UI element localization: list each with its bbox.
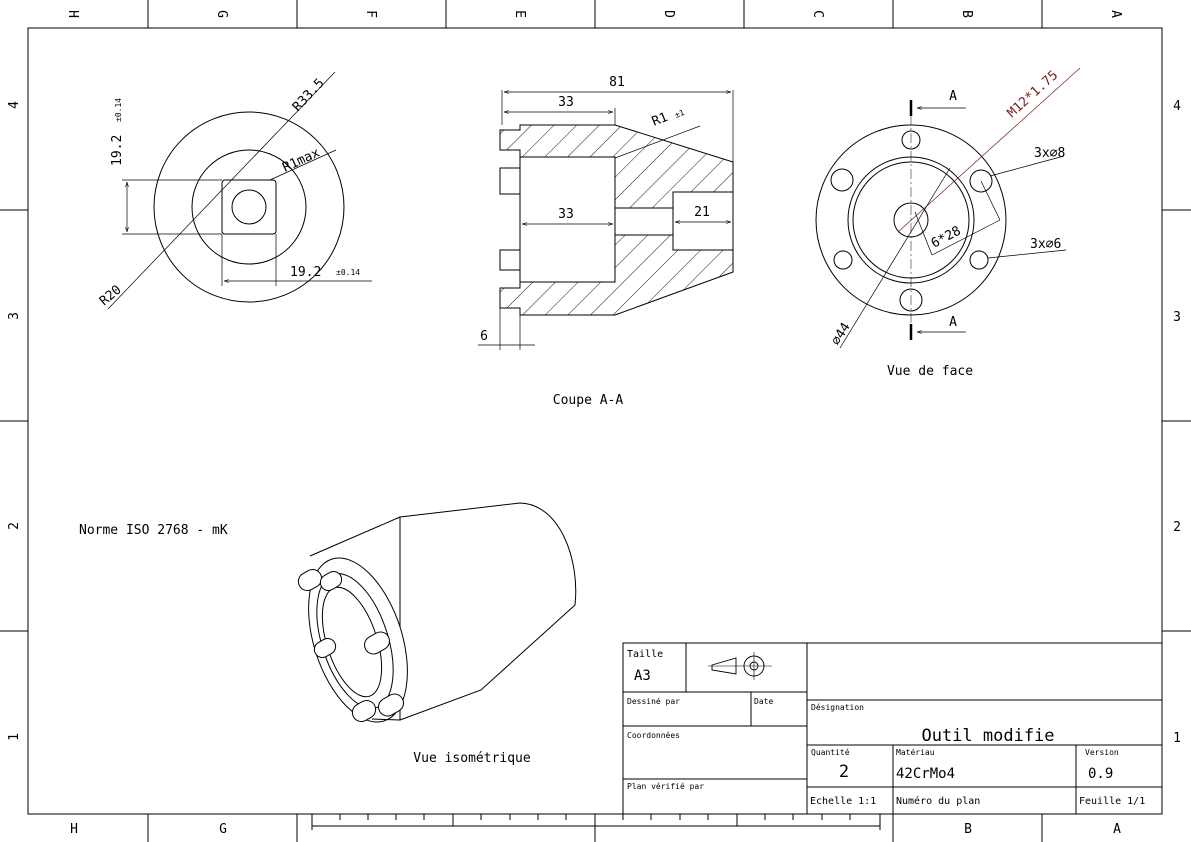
col-label-bottom: B bbox=[964, 822, 972, 837]
col-label-top: G bbox=[214, 10, 229, 18]
zone-labels: H G F E D C B A H G B A 4 3 2 1 4 3 2 1 bbox=[7, 10, 1181, 837]
materiau-label: Matériau bbox=[896, 747, 935, 757]
dim-vertical-19-2: 19.2 bbox=[110, 135, 125, 166]
dim-top-33: 33 bbox=[558, 95, 574, 110]
dim-r20: R20 bbox=[97, 282, 125, 309]
verifie-label: Plan vérifié par bbox=[627, 781, 704, 791]
designation-label: Désignation bbox=[811, 702, 864, 712]
col-label-bottom: H bbox=[70, 822, 78, 837]
row-label-left: 1 bbox=[7, 733, 22, 741]
end-view-dims: R33.5 R1max R20 19.2 ±0.14 19.2 ±0.14 bbox=[97, 76, 360, 309]
col-label-top: H bbox=[65, 10, 80, 18]
feuille-label: Feuille 1/1 bbox=[1079, 796, 1145, 807]
dim-overall-81: 81 bbox=[609, 75, 625, 90]
front-view-label: Vue de face bbox=[887, 364, 973, 379]
col-label-top: E bbox=[512, 10, 527, 18]
row-label-right: 4 bbox=[1173, 99, 1181, 114]
col-label-top: D bbox=[661, 10, 676, 18]
dim-horizontal-19-2: 19.2 bbox=[290, 265, 321, 280]
materiau-value: 42CrMo4 bbox=[896, 766, 955, 782]
row-label-left: 4 bbox=[7, 101, 22, 109]
taille-label: Taille bbox=[627, 649, 663, 660]
section-view bbox=[478, 90, 734, 350]
designation-value: Outil modifie bbox=[921, 726, 1054, 746]
dim-holes-8: 3x⌀8 bbox=[1034, 146, 1065, 161]
quantite-value: 2 bbox=[839, 762, 849, 782]
section-view-label: Coupe A-A bbox=[553, 393, 624, 408]
taille-value: A3 bbox=[634, 668, 651, 684]
dim-r1max: R1max bbox=[280, 145, 322, 175]
row-label-left: 2 bbox=[7, 522, 22, 530]
isometric-view-label: Vue isométrique bbox=[413, 751, 531, 766]
dim-fillet-r1: R1 bbox=[650, 110, 670, 130]
dim-vertical-tol: ±0.14 bbox=[114, 98, 123, 122]
col-label-top: C bbox=[810, 10, 825, 18]
section-mark-top: A bbox=[949, 89, 957, 104]
front-view bbox=[815, 67, 1081, 349]
dim-holes-6: 3x⌀6 bbox=[1030, 237, 1061, 252]
dim-thread: M12*1.75 bbox=[1005, 68, 1062, 121]
isometric-view bbox=[297, 502, 577, 723]
row-label-right: 3 bbox=[1173, 310, 1181, 325]
section-mark-bottom: A bbox=[949, 315, 957, 330]
dim-r33-5: R33.5 bbox=[290, 76, 328, 115]
dim-fillet-tol: ±1 bbox=[673, 108, 685, 120]
end-view bbox=[107, 71, 372, 310]
version-value: 0.9 bbox=[1088, 766, 1113, 782]
title-block-text: Taille A3 Dessiné par Date Coordonnées P… bbox=[627, 649, 1145, 807]
dim-pin-6: 6 bbox=[480, 329, 488, 344]
version-label: Version bbox=[1085, 748, 1119, 757]
echelle-label: Echelle 1:1 bbox=[810, 796, 876, 807]
front-view-dims: A A M12*1.75 3x⌀8 3x⌀6 6*28 ⌀44 bbox=[829, 68, 1066, 348]
col-label-top: F bbox=[363, 10, 378, 18]
title-block bbox=[622, 642, 1163, 815]
col-label-bottom: G bbox=[219, 822, 227, 837]
section-dims: 81 33 33 21 R1 ±1 6 bbox=[480, 75, 710, 344]
dim-inner-33: 33 bbox=[558, 207, 574, 222]
dim-outer-dia: ⌀44 bbox=[829, 320, 854, 348]
date-label: Date bbox=[754, 697, 773, 706]
numero-label: Numéro du plan bbox=[896, 795, 980, 807]
dim-bore-21: 21 bbox=[694, 205, 710, 220]
row-label-right: 1 bbox=[1173, 731, 1181, 746]
dim-horizontal-tol: ±0.14 bbox=[336, 268, 360, 277]
col-label-bottom: A bbox=[1113, 822, 1121, 837]
row-label-right: 2 bbox=[1173, 520, 1181, 535]
coordonnees-label: Coordonnées bbox=[627, 730, 680, 740]
dessine-label: Dessiné par bbox=[627, 696, 680, 706]
row-label-left: 3 bbox=[7, 312, 22, 320]
col-label-top: B bbox=[959, 10, 974, 18]
quantite-label: Quantité bbox=[811, 747, 850, 757]
tolerance-note: Norme ISO 2768 - mK bbox=[79, 523, 228, 538]
col-label-top: A bbox=[1108, 10, 1123, 18]
